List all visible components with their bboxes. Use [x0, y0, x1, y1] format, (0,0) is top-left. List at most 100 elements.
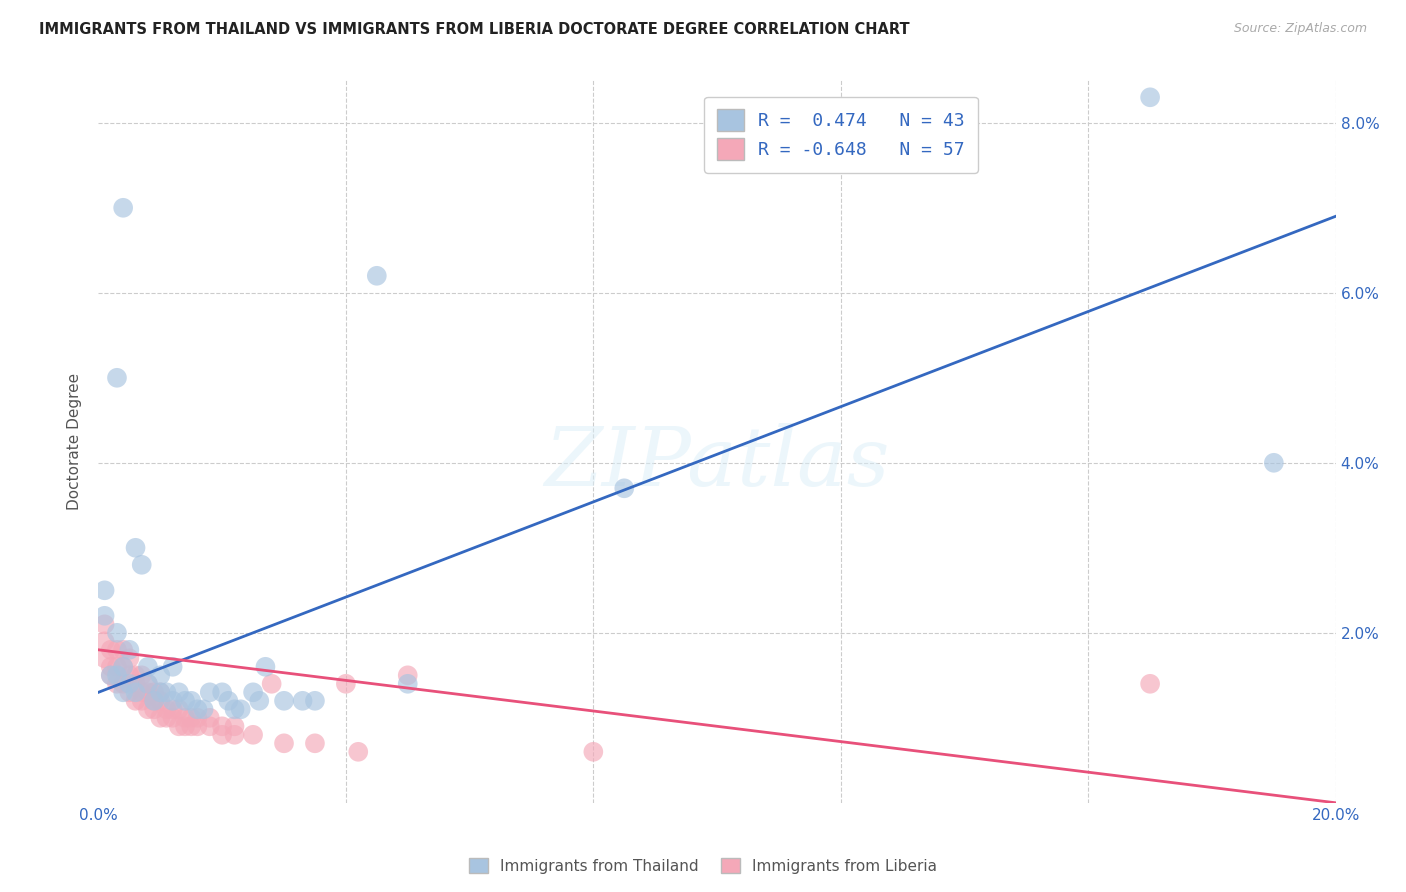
Point	[186, 719, 208, 733]
Point	[162, 694, 184, 708]
Point	[229, 702, 252, 716]
Point	[582, 745, 605, 759]
Point	[143, 702, 166, 716]
Point	[93, 608, 115, 623]
Point	[396, 677, 419, 691]
Legend: R =  0.474   N = 43, R = -0.648   N = 57: R = 0.474 N = 43, R = -0.648 N = 57	[704, 96, 977, 173]
Point	[124, 541, 146, 555]
Point	[335, 677, 357, 691]
Point	[347, 745, 370, 759]
Point	[93, 651, 115, 665]
Point	[131, 694, 153, 708]
Point	[118, 677, 141, 691]
Point	[100, 668, 122, 682]
Point	[167, 685, 190, 699]
Text: ZIPatlas: ZIPatlas	[544, 423, 890, 503]
Point	[105, 668, 128, 682]
Point	[1139, 677, 1161, 691]
Point	[155, 702, 177, 716]
Text: IMMIGRANTS FROM THAILAND VS IMMIGRANTS FROM LIBERIA DOCTORATE DEGREE CORRELATION: IMMIGRANTS FROM THAILAND VS IMMIGRANTS F…	[39, 22, 910, 37]
Point	[105, 642, 128, 657]
Point	[112, 642, 135, 657]
Point	[167, 719, 190, 733]
Point	[112, 660, 135, 674]
Point	[118, 651, 141, 665]
Point	[105, 625, 128, 640]
Point	[217, 694, 239, 708]
Point	[211, 685, 233, 699]
Point	[155, 685, 177, 699]
Point	[136, 677, 159, 691]
Point	[198, 685, 221, 699]
Point	[100, 642, 122, 657]
Point	[180, 694, 202, 708]
Point	[162, 702, 184, 716]
Y-axis label: Doctorate Degree: Doctorate Degree	[67, 373, 83, 510]
Point	[198, 711, 221, 725]
Point	[100, 660, 122, 674]
Point	[124, 694, 146, 708]
Point	[136, 660, 159, 674]
Point	[112, 660, 135, 674]
Point	[118, 668, 141, 682]
Point	[304, 736, 326, 750]
Point	[180, 719, 202, 733]
Point	[186, 711, 208, 725]
Point	[143, 685, 166, 699]
Point	[198, 719, 221, 733]
Point	[112, 685, 135, 699]
Point	[1139, 90, 1161, 104]
Point	[124, 668, 146, 682]
Point	[193, 702, 215, 716]
Point	[167, 702, 190, 716]
Point	[224, 719, 246, 733]
Point	[1263, 456, 1285, 470]
Point	[105, 677, 128, 691]
Point	[136, 685, 159, 699]
Point	[174, 719, 197, 733]
Point	[105, 371, 128, 385]
Point	[260, 677, 283, 691]
Point	[273, 736, 295, 750]
Point	[180, 711, 202, 725]
Point	[291, 694, 314, 708]
Point	[118, 642, 141, 657]
Point	[93, 617, 115, 632]
Point	[136, 702, 159, 716]
Point	[242, 728, 264, 742]
Point	[149, 711, 172, 725]
Point	[136, 677, 159, 691]
Text: Source: ZipAtlas.com: Source: ZipAtlas.com	[1233, 22, 1367, 36]
Point	[131, 558, 153, 572]
Point	[211, 728, 233, 742]
Point	[149, 685, 172, 699]
Point	[131, 668, 153, 682]
Point	[242, 685, 264, 699]
Point	[131, 685, 153, 699]
Point	[174, 694, 197, 708]
Point	[105, 660, 128, 674]
Point	[93, 634, 115, 648]
Point	[93, 583, 115, 598]
Point	[224, 728, 246, 742]
Point	[118, 685, 141, 699]
Point	[186, 702, 208, 716]
Point	[100, 668, 122, 682]
Point	[224, 702, 246, 716]
Point	[124, 677, 146, 691]
Point	[162, 711, 184, 725]
Point	[273, 694, 295, 708]
Point	[613, 481, 636, 495]
Point	[112, 201, 135, 215]
Point	[112, 677, 135, 691]
Point	[124, 685, 146, 699]
Point	[162, 660, 184, 674]
Point	[396, 668, 419, 682]
Point	[304, 694, 326, 708]
Point	[247, 694, 270, 708]
Point	[211, 719, 233, 733]
Legend: Immigrants from Thailand, Immigrants from Liberia: Immigrants from Thailand, Immigrants fro…	[463, 852, 943, 880]
Point	[155, 711, 177, 725]
Point	[149, 668, 172, 682]
Point	[174, 711, 197, 725]
